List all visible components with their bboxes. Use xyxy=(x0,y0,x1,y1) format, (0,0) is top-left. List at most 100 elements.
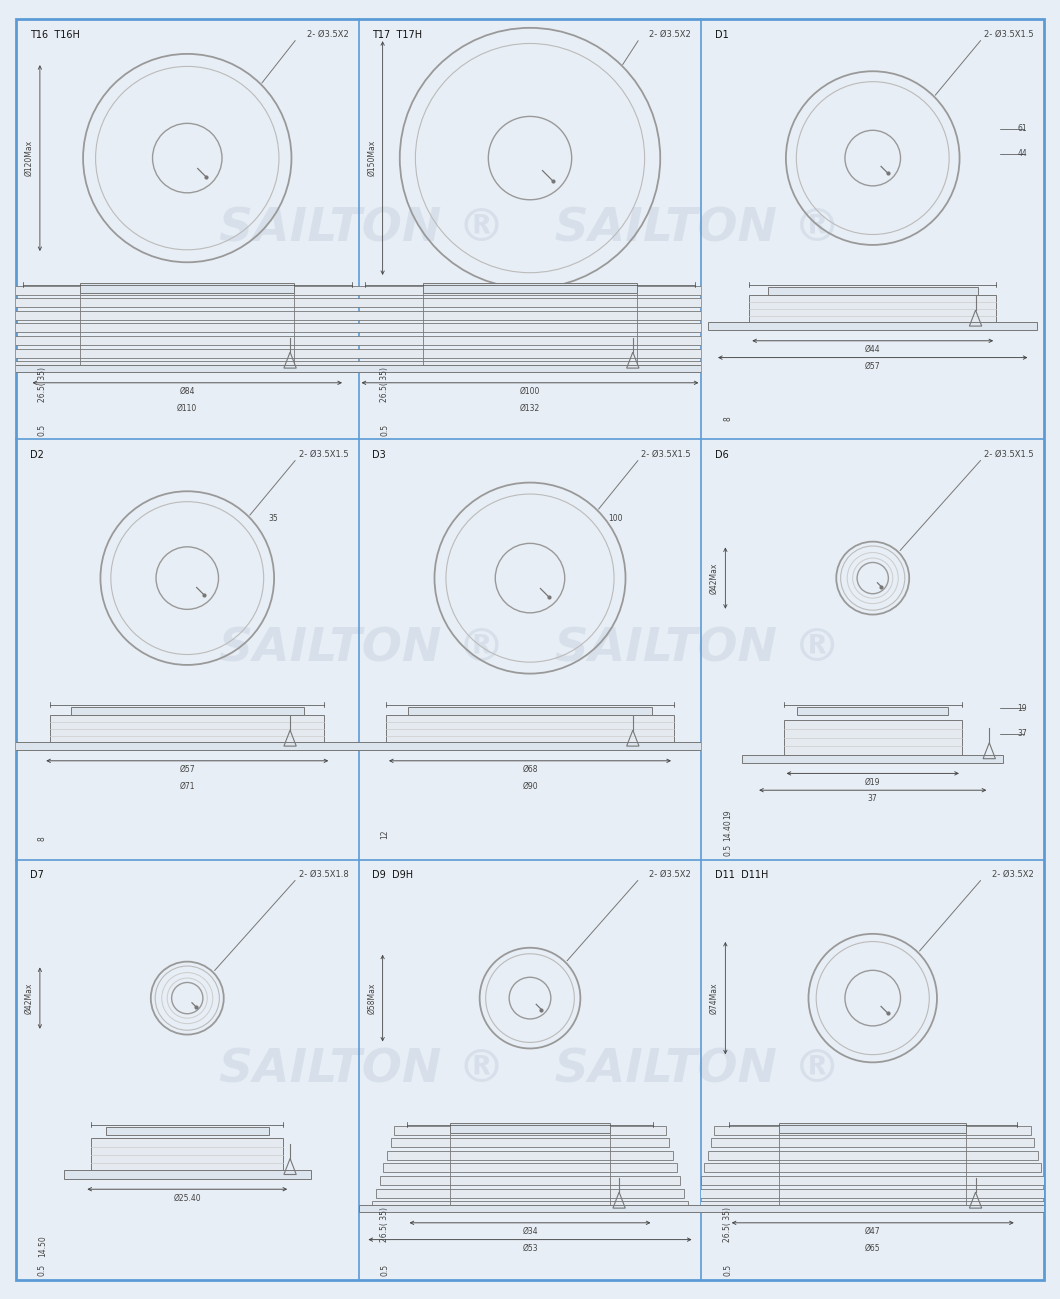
Text: Ø90: Ø90 xyxy=(523,782,537,791)
Text: Ø110: Ø110 xyxy=(177,404,197,413)
Text: Ø150Max: Ø150Max xyxy=(367,140,376,177)
Bar xyxy=(705,1164,1041,1173)
Bar xyxy=(749,295,996,322)
Bar xyxy=(331,361,729,370)
Text: 2- Ø3.5X1.8: 2- Ø3.5X1.8 xyxy=(299,870,349,879)
Text: 2- Ø3.5X2: 2- Ø3.5X2 xyxy=(306,30,349,39)
Text: Ø44: Ø44 xyxy=(865,346,881,355)
Text: SAILTON ®   SAILTON ®: SAILTON ® SAILTON ® xyxy=(219,1047,841,1092)
Text: Ø57: Ø57 xyxy=(865,362,881,370)
Text: 35: 35 xyxy=(268,514,278,523)
Bar xyxy=(674,1204,1060,1212)
Bar xyxy=(449,1122,611,1133)
Bar xyxy=(337,336,723,346)
Text: 8: 8 xyxy=(723,416,732,421)
Text: 100: 100 xyxy=(608,514,623,523)
Text: Ø120Max: Ø120Max xyxy=(24,140,34,177)
Bar xyxy=(358,1204,702,1212)
Bar xyxy=(376,1189,684,1198)
Bar xyxy=(6,286,368,295)
Text: Ø100: Ø100 xyxy=(519,387,541,396)
Bar xyxy=(0,348,377,357)
Text: 2- Ø3.5X2: 2- Ø3.5X2 xyxy=(650,870,691,879)
Text: 8: 8 xyxy=(38,837,47,840)
Text: Ø65: Ø65 xyxy=(865,1244,881,1252)
Bar xyxy=(379,1176,681,1185)
Bar xyxy=(701,1176,1044,1185)
Bar xyxy=(349,286,711,295)
Text: 14.40: 14.40 xyxy=(723,820,732,840)
Text: 2- Ø3.5X2: 2- Ø3.5X2 xyxy=(650,30,691,39)
Bar xyxy=(391,1138,669,1147)
Text: D9  D9H: D9 D9H xyxy=(372,870,413,879)
Text: 26.5( 35): 26.5( 35) xyxy=(381,368,389,403)
Text: D1: D1 xyxy=(716,30,729,40)
Text: 2- Ø3.5X1.5: 2- Ø3.5X1.5 xyxy=(299,449,349,459)
Text: Ø42Max: Ø42Max xyxy=(710,562,719,594)
Bar xyxy=(0,336,375,346)
Bar xyxy=(10,742,366,751)
Bar xyxy=(91,1138,283,1172)
Text: Ø25.40: Ø25.40 xyxy=(174,1194,201,1203)
Bar xyxy=(394,1126,666,1134)
Text: 37: 37 xyxy=(1018,729,1027,738)
Bar xyxy=(694,1202,1050,1211)
Text: 0.5: 0.5 xyxy=(38,1264,47,1277)
Text: Ø47: Ø47 xyxy=(865,1228,881,1237)
Bar xyxy=(697,1189,1047,1198)
Bar xyxy=(386,716,674,743)
Bar xyxy=(340,323,720,333)
Text: Ø132: Ø132 xyxy=(519,404,541,413)
Bar xyxy=(50,716,324,743)
Text: 44: 44 xyxy=(1018,149,1027,158)
Text: SAILTON ®   SAILTON ®: SAILTON ® SAILTON ® xyxy=(219,627,841,672)
Bar xyxy=(387,1151,673,1160)
Text: Ø19: Ø19 xyxy=(865,778,881,787)
Text: 14.50: 14.50 xyxy=(38,1235,47,1257)
Bar xyxy=(71,707,304,714)
Text: 0.5: 0.5 xyxy=(381,1264,389,1277)
Text: 19: 19 xyxy=(1018,704,1027,713)
Text: 0.5: 0.5 xyxy=(723,844,732,856)
Bar xyxy=(2,310,372,320)
Bar xyxy=(343,310,717,320)
Bar xyxy=(1,323,374,333)
Bar xyxy=(106,1128,269,1134)
Bar xyxy=(423,283,637,294)
Text: T17  T17H: T17 T17H xyxy=(372,30,423,40)
Bar xyxy=(311,365,749,373)
Text: 26.5( 35): 26.5( 35) xyxy=(723,1207,732,1242)
Text: 2- Ø3.5X1.5: 2- Ø3.5X1.5 xyxy=(641,449,691,459)
Text: Ø84: Ø84 xyxy=(179,387,195,396)
Text: SAILTON ®   SAILTON ®: SAILTON ® SAILTON ® xyxy=(219,207,841,252)
Text: D2: D2 xyxy=(30,449,43,460)
Bar xyxy=(711,1138,1035,1147)
Bar xyxy=(372,1202,688,1211)
Bar xyxy=(783,720,961,755)
Text: Ø53: Ø53 xyxy=(523,1244,537,1252)
Text: 61: 61 xyxy=(1018,125,1027,134)
Text: 0.5: 0.5 xyxy=(38,425,47,436)
Text: 0.5: 0.5 xyxy=(723,1264,732,1277)
Text: D3: D3 xyxy=(372,449,386,460)
Bar xyxy=(797,707,949,714)
Text: Ø71: Ø71 xyxy=(179,782,195,791)
Bar xyxy=(767,287,977,295)
Bar xyxy=(4,299,370,307)
Bar xyxy=(334,348,726,357)
Text: 2- Ø3.5X2: 2- Ø3.5X2 xyxy=(992,870,1034,879)
Text: 26.5( 35): 26.5( 35) xyxy=(38,368,47,403)
Text: Ø58Max: Ø58Max xyxy=(367,982,376,1013)
Bar xyxy=(338,742,722,751)
Bar xyxy=(64,1170,311,1178)
Text: 12: 12 xyxy=(381,830,389,839)
Text: Ø57: Ø57 xyxy=(179,765,195,774)
Text: Ø74Max: Ø74Max xyxy=(710,982,719,1013)
Bar xyxy=(708,1151,1038,1160)
Bar xyxy=(81,283,295,294)
Bar xyxy=(714,1126,1031,1134)
Text: D11  D11H: D11 D11H xyxy=(716,870,768,879)
Bar xyxy=(742,755,1003,763)
Bar xyxy=(408,707,652,714)
Text: 2- Ø3.5X1.5: 2- Ø3.5X1.5 xyxy=(984,30,1034,39)
